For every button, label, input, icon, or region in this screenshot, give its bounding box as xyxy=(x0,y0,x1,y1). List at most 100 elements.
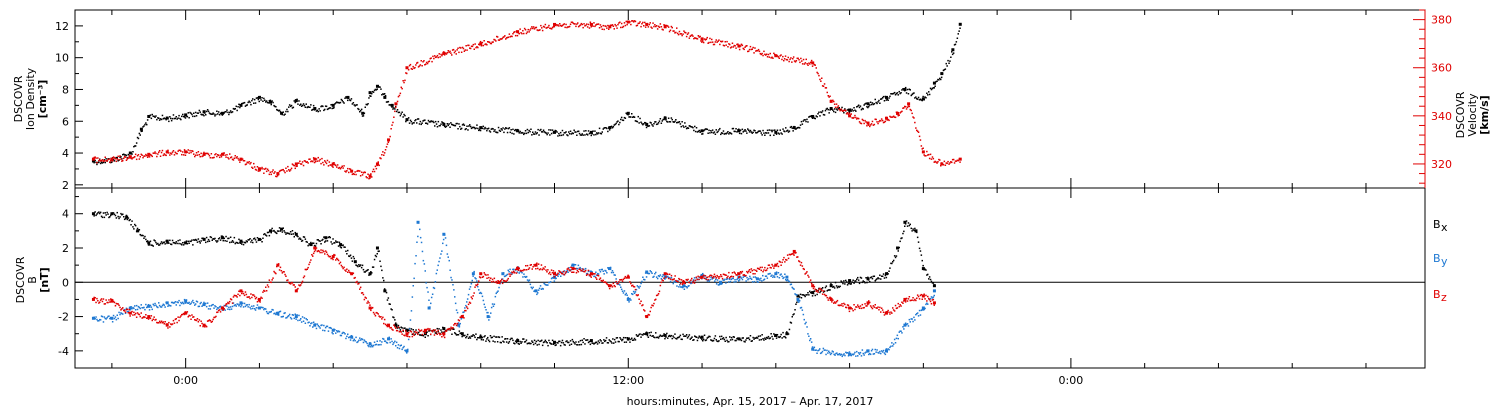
bz-point xyxy=(91,297,95,301)
bz-point xyxy=(534,263,538,267)
velocity-point xyxy=(589,22,593,26)
density-point xyxy=(184,113,188,117)
by-point xyxy=(128,306,132,310)
data-layer xyxy=(91,20,962,358)
bx-point xyxy=(626,337,630,341)
by-point xyxy=(645,270,649,274)
bz-point xyxy=(571,267,575,271)
b-tick-label: -2 xyxy=(58,311,69,324)
density-point xyxy=(202,110,206,114)
b-ylabel-line-1: DSCOVR xyxy=(14,256,27,303)
velocity-point xyxy=(91,157,95,161)
bz-point xyxy=(497,280,501,284)
labels-layer: 0:00 12:00 0:00 2 4 6 8 10 12 320 340 360 380 -4 -2 0 2 4… xyxy=(55,14,1452,387)
bx-point xyxy=(165,239,169,243)
top-left-ylabel: DSCOVR Ion Density [cm⁻³] xyxy=(12,67,49,130)
bx-point xyxy=(405,328,409,332)
velocity-point xyxy=(375,162,379,166)
bx-point xyxy=(903,220,907,224)
by-point xyxy=(486,315,490,319)
velocity-point xyxy=(958,157,962,161)
series-density xyxy=(91,22,962,166)
velocity-point xyxy=(921,150,925,154)
bz-point xyxy=(405,332,409,336)
bz-point xyxy=(553,272,557,276)
by-point xyxy=(427,306,431,310)
by-point xyxy=(884,349,888,353)
density-tick-label: 10 xyxy=(55,52,69,65)
bz-point xyxy=(626,275,630,279)
bx-point xyxy=(375,246,379,250)
by-point xyxy=(147,304,151,308)
velocity-point xyxy=(884,116,888,120)
velocity-ylabel-line-2: Velocity xyxy=(1466,93,1479,137)
by-point xyxy=(663,275,667,279)
by-point xyxy=(811,347,815,351)
by-point xyxy=(313,323,317,327)
by-point xyxy=(368,342,372,346)
velocity-tick-label: 340 xyxy=(1431,110,1452,123)
velocity-point xyxy=(147,152,151,156)
by-point xyxy=(866,349,870,353)
by-point xyxy=(442,232,446,236)
bz-point xyxy=(589,272,593,276)
density-point xyxy=(442,122,446,126)
density-tick-label: 8 xyxy=(62,83,69,96)
density-point xyxy=(884,95,888,99)
bx-point xyxy=(221,236,225,240)
velocity-point xyxy=(516,30,520,34)
velocity-point xyxy=(405,66,409,70)
velocity-ylabel-line-3: [km/s] xyxy=(1478,95,1491,134)
bx-point xyxy=(921,267,925,271)
by-point xyxy=(350,335,354,339)
by-point xyxy=(796,297,800,301)
bz-point xyxy=(903,297,907,301)
by-point xyxy=(718,280,722,284)
by-point xyxy=(331,328,335,332)
velocity-tick-label: 360 xyxy=(1431,62,1452,75)
density-point xyxy=(958,22,962,26)
by-point xyxy=(91,316,95,320)
bz-point xyxy=(368,306,372,310)
bx-point xyxy=(339,243,343,247)
density-point xyxy=(663,116,667,120)
bx-point xyxy=(811,291,815,295)
density-point xyxy=(903,87,907,91)
ticks-layer xyxy=(75,9,1426,369)
by-point xyxy=(457,323,461,327)
density-point xyxy=(932,81,936,85)
bz-point xyxy=(387,323,391,327)
bz-point xyxy=(848,306,852,310)
bz-point xyxy=(331,255,335,259)
density-point xyxy=(390,103,394,107)
by-point xyxy=(202,303,206,307)
bx-point xyxy=(368,272,372,276)
bx-point xyxy=(884,272,888,276)
density-point xyxy=(346,95,350,99)
bx-point xyxy=(553,340,557,344)
by-point xyxy=(294,315,298,319)
bz-point xyxy=(884,311,888,315)
by-point xyxy=(932,289,936,293)
density-point xyxy=(383,95,387,99)
by-point xyxy=(626,297,630,301)
density-point xyxy=(294,99,298,103)
velocity-point xyxy=(294,162,298,166)
velocity-point xyxy=(848,114,852,118)
by-point xyxy=(184,299,188,303)
density-point xyxy=(700,129,704,133)
by-point xyxy=(405,349,409,353)
bz-point xyxy=(792,249,796,253)
bz-point xyxy=(932,301,936,305)
top-right-ylabel: DSCOVR Velocity [km/s] xyxy=(1454,91,1491,138)
by-point xyxy=(239,301,243,305)
density-point xyxy=(951,48,955,52)
density-tick-label: 2 xyxy=(62,179,69,192)
density-tick-label: 4 xyxy=(62,147,69,160)
velocity-point xyxy=(479,42,483,46)
density-point xyxy=(375,84,379,88)
bz-point xyxy=(313,246,317,250)
